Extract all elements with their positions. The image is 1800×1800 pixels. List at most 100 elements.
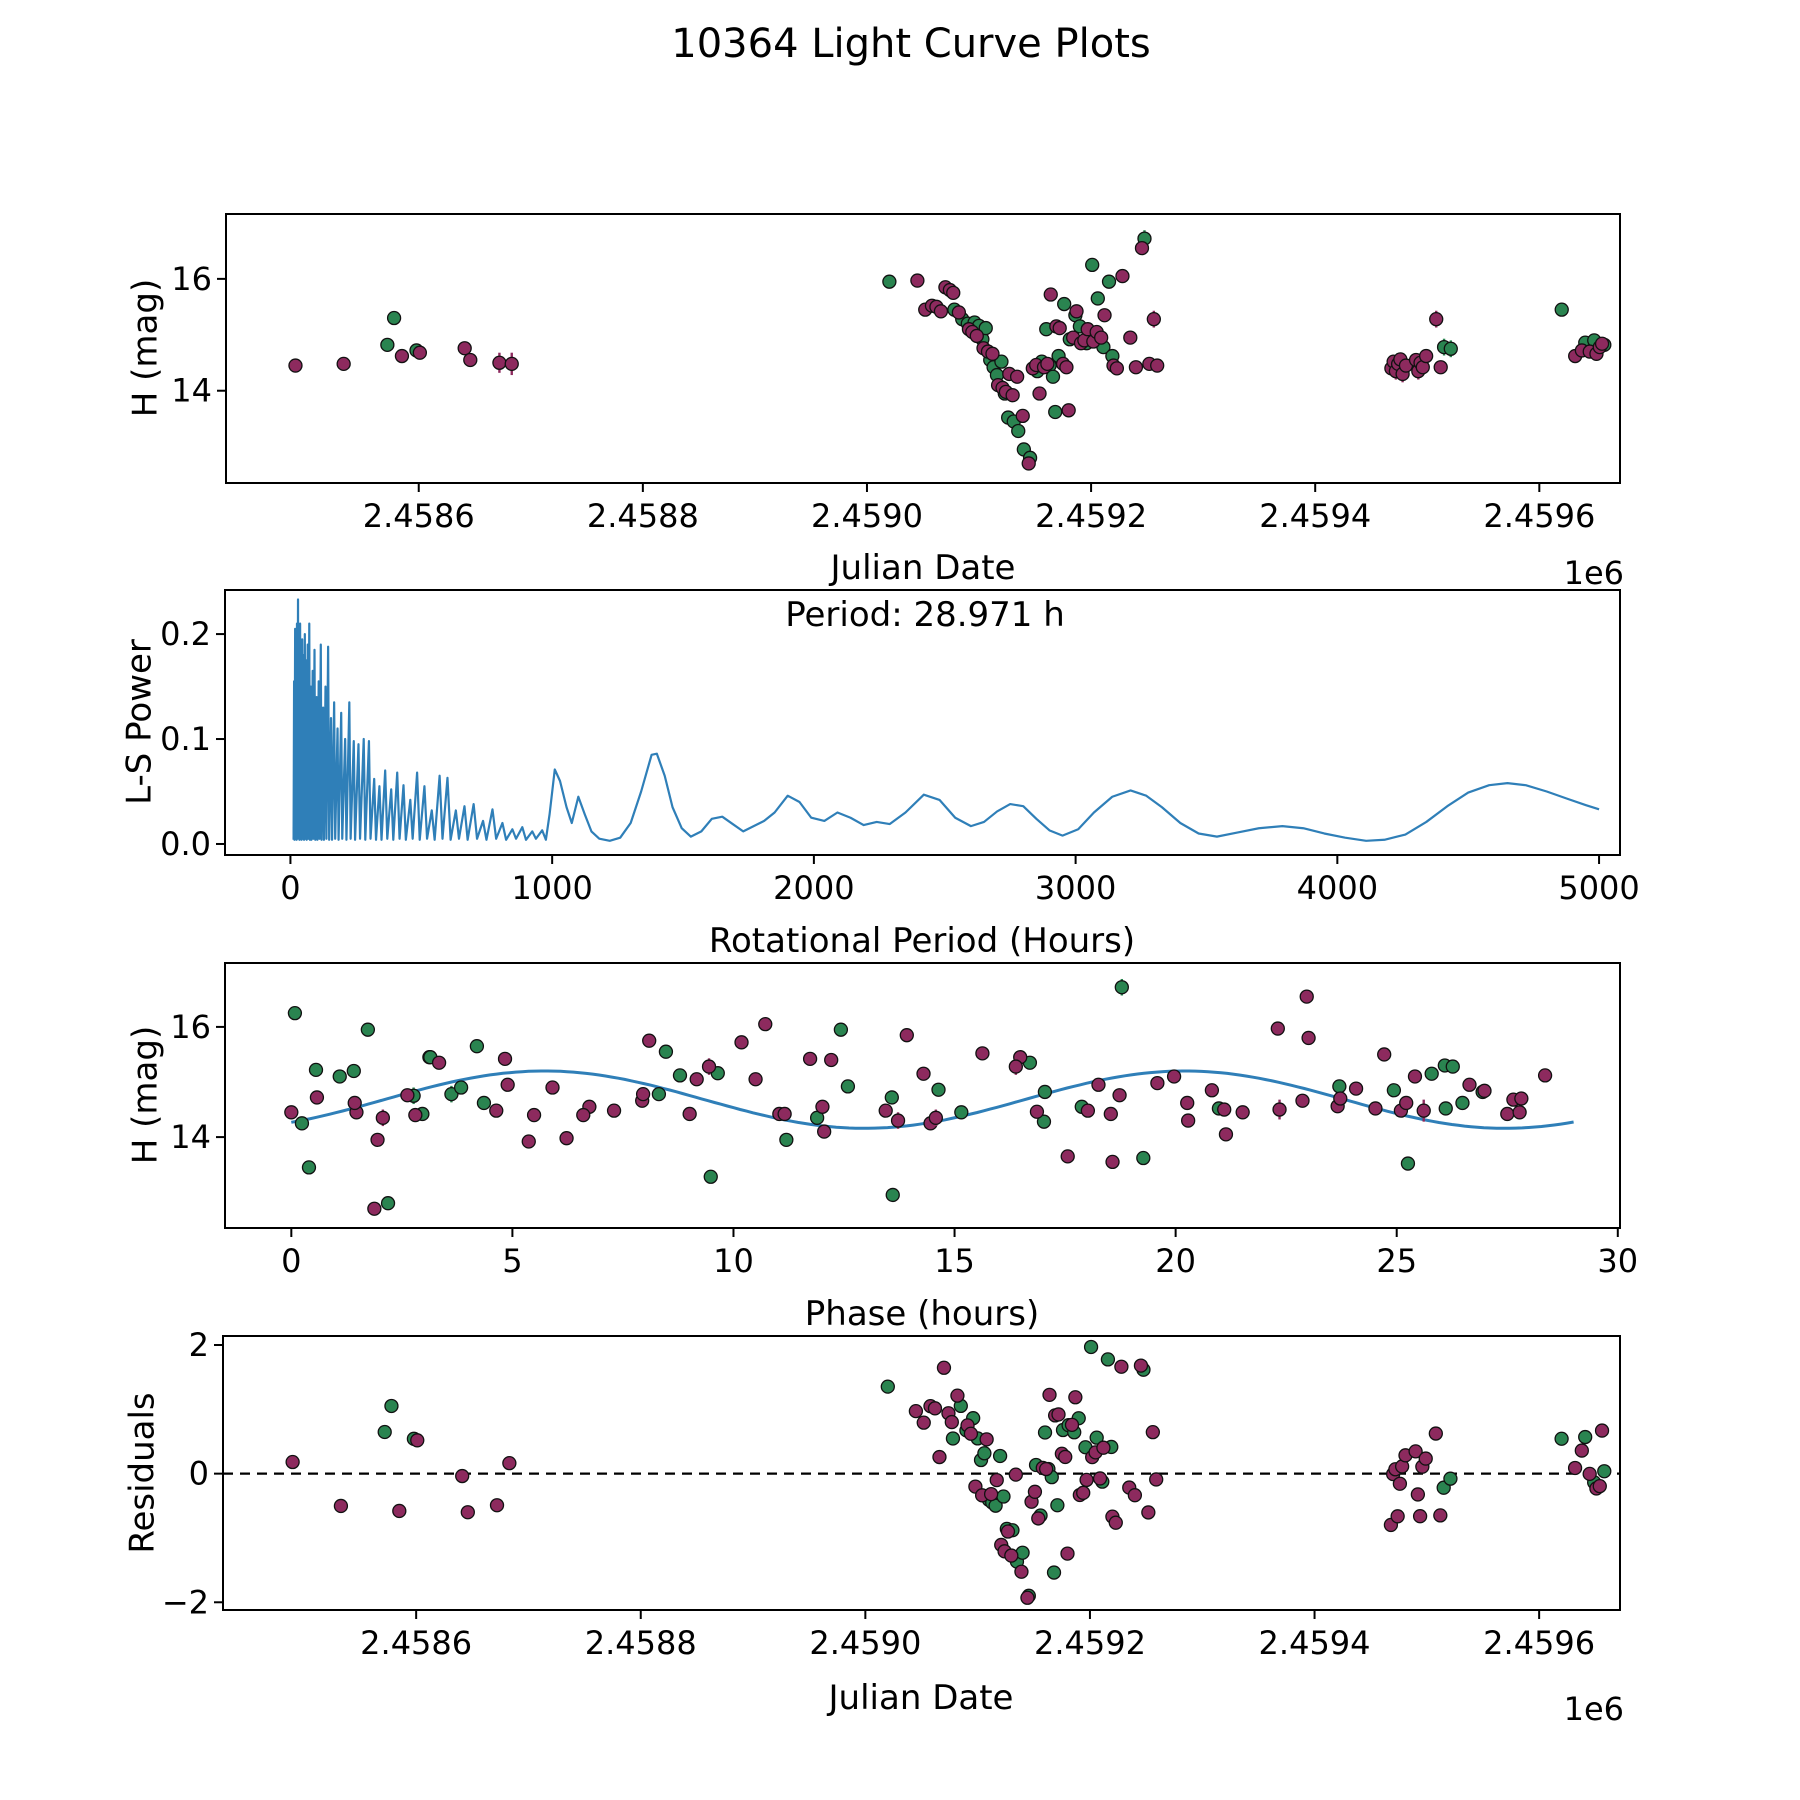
data-point	[936, 1360, 952, 1375]
data-point	[1594, 336, 1610, 351]
data-point	[333, 1498, 349, 1514]
data-point	[431, 1055, 447, 1070]
x-tick-label: 15	[934, 1242, 975, 1280]
data-point	[1031, 1511, 1046, 1526]
x-tick-label: 2.4592	[1035, 497, 1147, 535]
data-point	[682, 1106, 697, 1122]
data-point	[285, 1454, 300, 1470]
ax1-xlabel: Julian Date	[830, 548, 1016, 588]
data-point	[308, 1062, 324, 1078]
data-point	[815, 1099, 830, 1114]
data-point	[1217, 1102, 1232, 1117]
data-point	[1348, 1081, 1364, 1096]
y-tick-label: 0	[189, 1455, 209, 1493]
data-point	[1009, 369, 1025, 384]
plot-area-phased-lightcurve	[284, 978, 1574, 1216]
data-point	[1204, 1083, 1220, 1098]
data-point	[890, 1113, 906, 1128]
data-point	[1407, 1069, 1423, 1084]
data-point	[945, 1431, 961, 1446]
ax1-ylabel: H (mag)	[125, 278, 166, 418]
x-tick-label: 4000	[1297, 869, 1378, 907]
data-point	[1180, 1113, 1196, 1128]
x-tick-label: 2.4596	[1483, 1624, 1595, 1662]
data-point	[559, 1131, 574, 1146]
data-point	[963, 1426, 979, 1441]
data-point	[1100, 1352, 1116, 1367]
data-point	[1133, 1358, 1149, 1373]
data-point	[1145, 1425, 1160, 1440]
data-point	[703, 1169, 718, 1184]
data-point	[1150, 1075, 1165, 1091]
data-point	[380, 1196, 396, 1211]
data-point	[1036, 1114, 1052, 1129]
data-point	[576, 1107, 591, 1123]
y-tick-label: 2	[189, 1326, 209, 1364]
data-point	[1582, 1466, 1597, 1482]
x-tick-label: 3000	[1035, 869, 1116, 907]
data-point	[453, 1080, 469, 1095]
data-point	[460, 1505, 475, 1520]
data-point	[1592, 1478, 1607, 1494]
data-point	[779, 1132, 794, 1148]
data-point	[979, 1432, 994, 1447]
data-point	[336, 356, 351, 372]
y-tick-label: 16	[171, 260, 212, 298]
data-point	[1149, 1472, 1164, 1487]
data-point	[1042, 1387, 1057, 1402]
data-point	[1037, 1084, 1053, 1100]
y-tick-label: 0.1	[160, 720, 211, 758]
data-point	[1112, 1088, 1127, 1103]
data-point	[1005, 388, 1020, 403]
data-point	[1123, 330, 1138, 345]
data-point	[977, 1446, 992, 1461]
data-point	[1020, 1590, 1035, 1605]
data-point	[377, 1424, 392, 1440]
data-point	[701, 1059, 717, 1074]
data-point	[1578, 1429, 1593, 1445]
data-point	[284, 1105, 299, 1120]
data-point	[916, 1066, 931, 1081]
data-point	[1058, 1449, 1073, 1465]
data-point	[1079, 1472, 1094, 1488]
data-point	[455, 1468, 470, 1484]
x-tick-label: 0	[280, 869, 300, 907]
data-point	[1455, 1095, 1470, 1111]
data-point	[1390, 1509, 1405, 1524]
data-point	[375, 1110, 390, 1125]
data-point	[367, 1201, 382, 1216]
data-point	[444, 1086, 459, 1102]
data-point	[1029, 1104, 1045, 1119]
data-point	[994, 354, 1009, 369]
data-point	[1080, 1103, 1096, 1118]
data-point	[400, 1088, 415, 1103]
data-point	[932, 1449, 947, 1465]
data-point	[1076, 1485, 1091, 1500]
x-tick-label: 0	[281, 1242, 301, 1280]
data-point	[489, 1498, 505, 1513]
data-point	[1333, 1091, 1348, 1106]
data-point	[408, 1107, 423, 1123]
data-point	[1554, 302, 1569, 317]
data-point	[526, 1107, 542, 1123]
data-point	[502, 1455, 517, 1471]
data-point	[545, 1080, 560, 1095]
data-point	[1101, 274, 1117, 289]
x-tick-label: 2.4586	[363, 497, 475, 535]
data-point	[347, 1095, 362, 1111]
data-point	[1514, 1091, 1529, 1106]
data-point	[927, 1401, 943, 1416]
data-point	[1109, 361, 1125, 376]
y-tick-label: −2	[162, 1583, 209, 1621]
x-tick-label: 2.4586	[360, 1624, 472, 1662]
data-point	[1046, 1565, 1062, 1580]
data-point	[689, 1072, 704, 1087]
data-point	[1299, 989, 1314, 1004]
plot-area-residuals-vs-jd	[223, 1339, 1620, 1605]
data-point	[500, 1077, 515, 1092]
data-point	[1150, 358, 1165, 373]
data-point	[288, 358, 303, 373]
data-point	[463, 352, 478, 368]
